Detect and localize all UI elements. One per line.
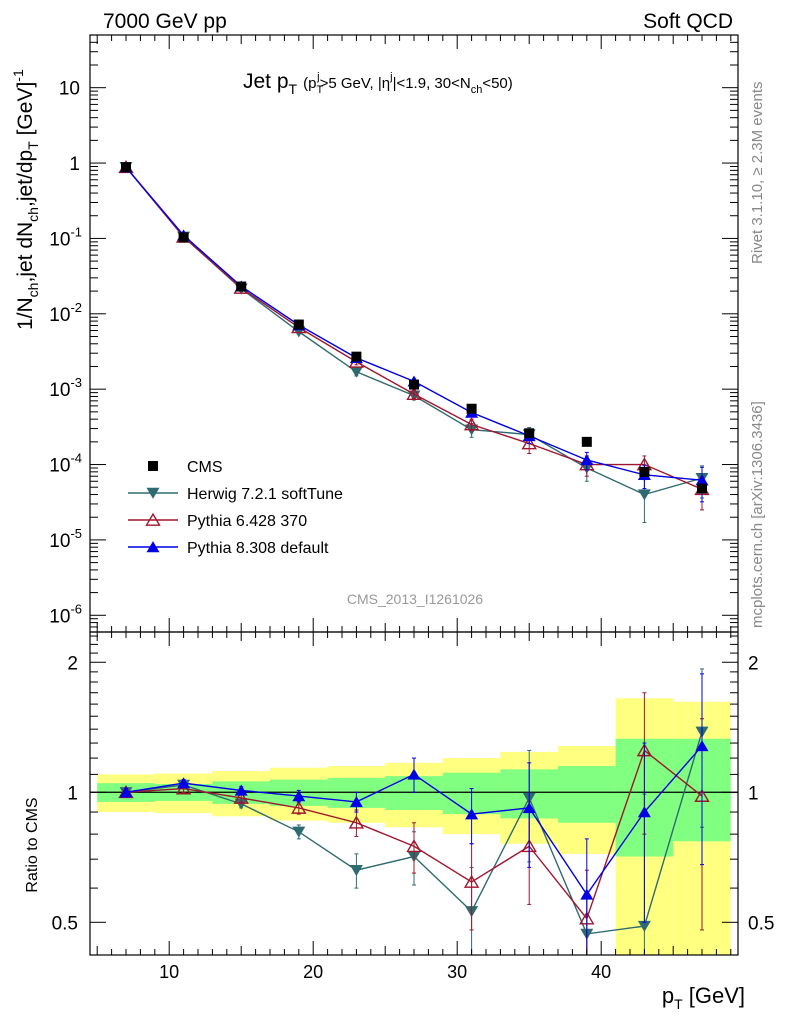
series-line	[125, 166, 703, 490]
series-line	[125, 166, 703, 481]
y-tick-label: 10-3	[49, 375, 82, 401]
data-point	[351, 351, 362, 362]
legend-marker	[146, 541, 160, 553]
data-point	[522, 802, 536, 814]
y-tick-label: 10-1	[49, 224, 82, 250]
x-ticks: 10 20 30 40	[96, 35, 732, 982]
y-tick-label: 10-4	[49, 451, 82, 477]
data-point	[349, 865, 363, 877]
ratio-y-ticks: 0.5 0.5 1 1 2 2	[52, 635, 774, 934]
legend-label: Pythia 8.308 default	[187, 540, 329, 557]
data-point	[407, 768, 421, 780]
y-tick-label: 1	[67, 783, 78, 804]
main-series-pythia	[119, 161, 709, 503]
data-point	[695, 474, 709, 486]
main-series-cms	[121, 162, 707, 494]
data-point	[637, 489, 651, 501]
data-point	[697, 483, 707, 494]
header-right: Soft QCD	[643, 10, 733, 33]
data-point	[406, 386, 422, 401]
analysis-watermark: CMS_2013_I1261026	[347, 591, 483, 607]
data-point	[292, 790, 306, 802]
legend-marker	[146, 487, 160, 499]
main-y-axis-label: 1/Nch,jet dNch,jet/dpT [GeV]-1	[10, 69, 41, 330]
data-point	[406, 839, 422, 853]
data-point	[121, 162, 131, 173]
y-tick-label-right: 0.5	[748, 913, 774, 934]
mcplots-label: mcplots.cern.ch [arXiv:1306.3436]	[749, 401, 766, 628]
data-point	[463, 417, 480, 431]
legend-label: CMS	[187, 459, 223, 476]
y-tick-label-right: 2	[748, 653, 759, 674]
header-left: 7000 GeV pp	[103, 10, 227, 33]
data-point	[291, 800, 307, 814]
main-series-pythia	[118, 160, 710, 511]
data-point	[639, 466, 650, 477]
data-point	[293, 319, 304, 330]
data-point	[695, 740, 709, 752]
data-point	[637, 806, 651, 818]
data-point	[234, 784, 248, 796]
y-tick-label: 10-6	[49, 601, 82, 627]
data-point	[466, 403, 477, 414]
data-point	[348, 815, 365, 829]
rivet-label: Rivet 3.1.10, ≥ 2.3M events	[749, 82, 766, 265]
data-point	[349, 366, 363, 378]
data-point	[236, 281, 247, 292]
legend-marker	[148, 461, 158, 471]
y-tick-label: 0.5	[52, 913, 78, 934]
data-point	[292, 826, 306, 838]
legend-marker	[145, 512, 161, 526]
x-tick-label: 40	[591, 962, 611, 982]
y-tick-label: 2	[67, 653, 78, 674]
data-point	[178, 232, 189, 243]
x-tick-label: 30	[447, 962, 467, 982]
x-tick-label: 20	[303, 962, 323, 982]
data-point	[234, 798, 248, 810]
data-point	[119, 786, 133, 798]
data-point	[581, 436, 592, 447]
y-tick-label: 10-5	[49, 526, 82, 552]
data-point	[409, 379, 419, 390]
ratio-y-axis-label: Ratio to CMS	[24, 797, 41, 892]
y-tick-label: 1	[69, 154, 80, 175]
data-point	[637, 920, 651, 932]
x-tick-label: 10	[159, 962, 179, 982]
band-inner	[558, 766, 616, 823]
main-y-ticks: 10-6 10-5 10-4 10-3 10-2 10-1 1 10	[49, 34, 738, 633]
data-point	[580, 888, 594, 900]
legend-label: Pythia 6.428 370	[187, 513, 307, 530]
data-point	[177, 777, 191, 789]
legend: CMS Herwig 7.2.1 softTune Pythia 6.428 370…	[128, 459, 343, 557]
data-point	[580, 454, 594, 466]
data-point	[463, 874, 480, 888]
y-tick-label: 10-2	[49, 300, 82, 326]
data-point	[233, 790, 249, 804]
y-tick-label: 10	[59, 79, 80, 100]
data-point	[524, 428, 535, 439]
y-tick-label-right: 1	[748, 783, 759, 804]
main-title: Jet pT (pTj>5 GeV, |ηj|<1.9, 30<Nch<50)	[243, 70, 513, 97]
data-point	[521, 436, 537, 450]
legend-label: Herwig 7.2.1 softTune	[187, 486, 343, 503]
data-point	[349, 796, 363, 808]
series-line	[125, 166, 703, 496]
ratio-series-pythia	[119, 673, 709, 955]
x-axis-label: pT [GeV]	[662, 983, 745, 1012]
data-point	[465, 808, 479, 820]
